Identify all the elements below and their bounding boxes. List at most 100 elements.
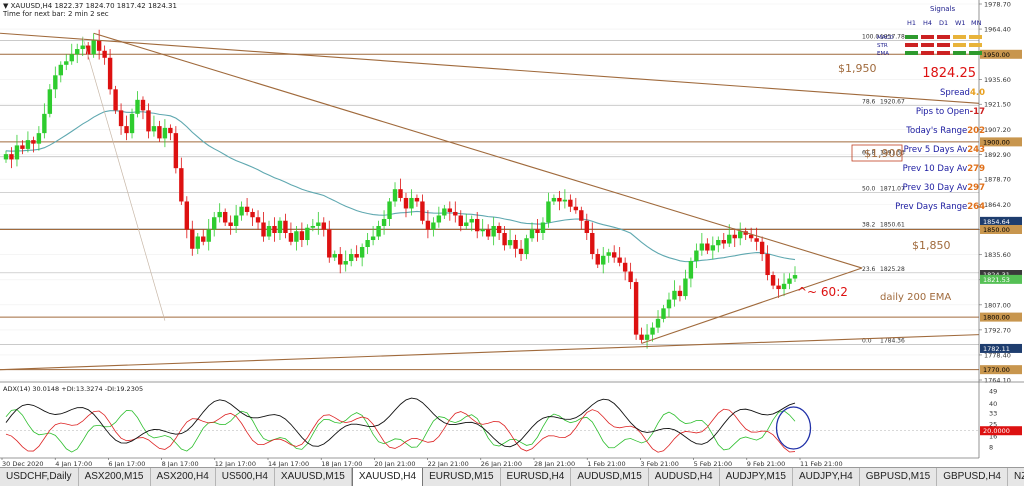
trendlines bbox=[0, 32, 980, 371]
candle bbox=[69, 43, 74, 65]
info-row: Prev 5 Days Av243 bbox=[904, 145, 985, 155]
signal-cell bbox=[953, 35, 966, 39]
candle bbox=[770, 271, 776, 290]
signal-timeframe: D1 bbox=[939, 19, 948, 27]
info-row: Prev 30 Day Av297 bbox=[903, 183, 985, 193]
adx-tick: 8 bbox=[989, 444, 993, 452]
signal-cell bbox=[953, 43, 966, 47]
candle bbox=[381, 210, 387, 235]
time-tick: 14 Jan 17:00 bbox=[268, 460, 309, 467]
candle bbox=[442, 204, 447, 219]
candle bbox=[639, 327, 644, 344]
info-row: Pips to Open-17 bbox=[916, 107, 985, 117]
candle bbox=[688, 257, 694, 288]
time-tick: 26 Jan 21:00 bbox=[481, 460, 522, 467]
signal-cell bbox=[969, 35, 982, 39]
chart-tab[interactable]: US500,H4 bbox=[216, 468, 275, 486]
time-tick: 4 Jan 17:00 bbox=[55, 460, 92, 467]
candle bbox=[546, 192, 551, 228]
chart-tab[interactable]: GBPUSD,M15 bbox=[860, 468, 938, 486]
price-marker-label: 1821.53 bbox=[983, 276, 1010, 284]
price-tick: 1792.70 bbox=[984, 326, 1011, 334]
chart-tab[interactable]: AUDJPY,H4 bbox=[793, 468, 860, 486]
fib-price-label: 1784.36 bbox=[880, 338, 905, 345]
candle bbox=[584, 213, 589, 241]
price-tick: 1892.90 bbox=[984, 151, 1011, 159]
signal-cell bbox=[937, 35, 950, 39]
candle bbox=[338, 247, 343, 274]
candle bbox=[299, 222, 305, 248]
info-row: Spread4.0 bbox=[940, 88, 985, 98]
candle bbox=[140, 96, 146, 120]
chart-tab[interactable]: XAUUSD,M15 bbox=[275, 468, 352, 486]
price-marker bbox=[980, 216, 1022, 226]
candle bbox=[365, 232, 370, 255]
price-marker-label: 1800.00 bbox=[983, 314, 1010, 322]
level-1850-label: $1,850 bbox=[912, 239, 951, 252]
candle bbox=[699, 232, 705, 256]
candle bbox=[162, 119, 168, 148]
fib-level-label: 100.0 bbox=[862, 34, 879, 41]
signal-timeframe: H1 bbox=[907, 19, 916, 27]
candle bbox=[524, 234, 529, 260]
time-tick: 20 Jan 21:00 bbox=[374, 460, 415, 467]
candle bbox=[14, 134, 20, 167]
candle bbox=[666, 292, 672, 318]
candle bbox=[332, 250, 337, 262]
chart-tab[interactable]: USDCHF,Daily bbox=[0, 468, 79, 486]
candle bbox=[513, 234, 518, 258]
chart-area[interactable]: 100.0 1957.78 78.6 1920.67 61.8 1891.53 50.0 18… bbox=[0, 0, 1024, 467]
fib-price-label: 1871.07 bbox=[880, 186, 905, 193]
candle bbox=[75, 43, 80, 64]
price-marker-label: 1850.00 bbox=[983, 226, 1010, 234]
price-marker-label: 1782.11 bbox=[983, 345, 1010, 353]
candle bbox=[184, 196, 190, 239]
candle bbox=[113, 85, 118, 114]
candle bbox=[316, 211, 321, 235]
candle bbox=[672, 280, 677, 307]
chart-tab[interactable]: AUDUSD,H4 bbox=[649, 468, 720, 486]
candle bbox=[179, 157, 184, 205]
plus-di-line bbox=[5, 409, 796, 453]
chart-tab[interactable]: ASX200,M15 bbox=[79, 468, 151, 486]
info-row: Today's Range202 bbox=[905, 126, 985, 136]
signal-timeframe: W1 bbox=[955, 19, 966, 27]
chart-tab[interactable]: EURUSD,H4 bbox=[501, 468, 572, 486]
candle bbox=[622, 257, 628, 281]
candle bbox=[151, 115, 157, 137]
fib-anchor-line bbox=[82, 36, 166, 321]
signal-cell bbox=[921, 51, 934, 55]
candle bbox=[195, 232, 200, 255]
price-tick: 1964.40 bbox=[984, 26, 1011, 34]
chart-tab[interactable]: ASX200,H4 bbox=[151, 468, 216, 486]
chart-tab[interactable]: NZDUSD,M15 bbox=[1008, 468, 1024, 486]
candle bbox=[283, 213, 288, 239]
level-1900-label: $1,900 bbox=[864, 147, 903, 160]
candle bbox=[655, 310, 661, 333]
time-tick: 6 Jan 17:00 bbox=[108, 460, 145, 467]
candle bbox=[327, 220, 332, 263]
level-1950-label: $1,950 bbox=[838, 62, 877, 75]
candle bbox=[754, 227, 759, 251]
candle bbox=[551, 194, 557, 205]
chart-tab[interactable]: XAUUSD,H4 bbox=[351, 468, 424, 486]
candle bbox=[348, 248, 354, 267]
chart-tab[interactable]: EURUSD,M15 bbox=[423, 468, 501, 486]
time-tick: 28 Jan 21:00 bbox=[534, 460, 575, 467]
candle bbox=[436, 206, 442, 228]
symbol-line: ▼ XAUUSD,H4 1822.37 1824.70 1817.42 1824… bbox=[3, 2, 177, 10]
candle bbox=[628, 262, 633, 290]
chart-tab[interactable]: AUDUSD,M15 bbox=[571, 468, 649, 486]
candle bbox=[294, 225, 299, 251]
candle bbox=[64, 54, 69, 71]
candle bbox=[233, 204, 239, 233]
chart-tab[interactable]: GBPUSD,H4 bbox=[937, 468, 1008, 486]
candle bbox=[579, 206, 584, 230]
candle bbox=[776, 278, 781, 298]
candle bbox=[738, 222, 743, 246]
candle bbox=[748, 227, 754, 242]
adx-tick: 33 bbox=[989, 410, 997, 418]
candle bbox=[9, 147, 14, 169]
chart-tab[interactable]: AUDJPY,M15 bbox=[720, 468, 793, 486]
candle bbox=[568, 194, 573, 212]
